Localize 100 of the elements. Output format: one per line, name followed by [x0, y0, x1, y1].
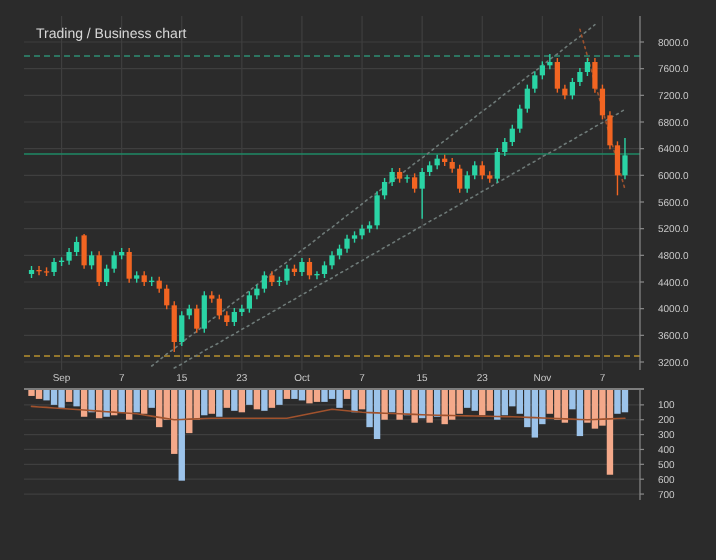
bar [306, 390, 313, 404]
candlestick [194, 303, 200, 334]
bar [441, 390, 448, 425]
bar [133, 390, 140, 413]
bar [73, 390, 80, 407]
candlestick [539, 60, 545, 81]
bar [336, 390, 343, 408]
candlestick [126, 247, 132, 284]
candlestick [404, 173, 410, 184]
bar [50, 390, 58, 405]
candlestick [171, 300, 177, 353]
candlestick [209, 290, 215, 304]
bar [298, 390, 306, 401]
candlestick [532, 70, 538, 94]
candlestick [509, 123, 515, 147]
bar [65, 390, 73, 402]
bar [479, 390, 486, 416]
bar [373, 390, 381, 440]
bar [388, 390, 396, 413]
candlestick [216, 293, 222, 321]
bar [449, 390, 456, 420]
bar [501, 390, 508, 416]
candlestick [524, 83, 530, 114]
candlestick [517, 103, 523, 134]
bar [291, 390, 298, 399]
bar [621, 390, 629, 413]
bar [411, 390, 418, 423]
candlestick [306, 257, 313, 281]
bar [464, 390, 471, 408]
candlestick [412, 172, 418, 194]
candlestick [599, 83, 606, 121]
candlestick [81, 233, 87, 270]
bar [546, 390, 554, 414]
bar [381, 390, 388, 420]
bar [58, 390, 65, 408]
candlestick [381, 177, 388, 201]
bar [253, 390, 261, 410]
bar [494, 390, 501, 420]
bar [118, 390, 125, 413]
candlestick [592, 57, 598, 94]
candlestick [73, 235, 80, 257]
candlestick [201, 290, 207, 334]
bar [246, 390, 253, 405]
bar [591, 390, 599, 429]
line-series [30, 405, 626, 421]
candlestick [104, 263, 110, 287]
candlestick [554, 57, 560, 94]
candlestick [607, 110, 613, 151]
bar [321, 390, 328, 402]
bar [223, 390, 231, 408]
bar [471, 390, 478, 411]
candlestick [88, 250, 95, 271]
bar [238, 390, 246, 413]
bar [216, 390, 223, 417]
bar [141, 390, 148, 414]
bar [554, 390, 561, 420]
bar [576, 390, 584, 437]
candlestick [464, 170, 470, 194]
bar [208, 390, 215, 414]
bar [358, 390, 366, 410]
bar [313, 390, 321, 402]
candlestick [494, 147, 500, 184]
candlestick [614, 140, 621, 197]
bar [606, 390, 614, 475]
line-series [150, 23, 596, 367]
bar [343, 390, 351, 399]
bar [351, 390, 358, 413]
bar [261, 390, 268, 411]
bar [35, 390, 43, 399]
bar [201, 390, 208, 416]
bar [148, 390, 155, 408]
candlestick [111, 250, 117, 274]
candlestick [374, 190, 380, 231]
bar [486, 390, 493, 411]
candlestick [179, 310, 185, 347]
bar [283, 390, 291, 399]
bar [531, 390, 539, 438]
bar [509, 390, 516, 407]
bar [178, 390, 185, 481]
bar [614, 390, 621, 414]
bar [28, 390, 35, 396]
candlestick [164, 283, 170, 311]
bar [426, 390, 433, 423]
candlestick [246, 290, 252, 314]
bar [276, 390, 283, 405]
bar [396, 390, 403, 420]
candlestick [622, 137, 628, 181]
bar [268, 390, 276, 408]
line-series [579, 28, 626, 191]
candlestick [284, 263, 290, 286]
bar [88, 390, 95, 413]
candlestick [261, 270, 268, 294]
line-series [173, 108, 626, 369]
bar [103, 390, 110, 417]
candlestick [96, 250, 102, 287]
bar [584, 390, 591, 423]
bar [171, 390, 178, 454]
candlestick [419, 167, 425, 220]
bar [456, 390, 463, 414]
candlestick [329, 250, 335, 271]
